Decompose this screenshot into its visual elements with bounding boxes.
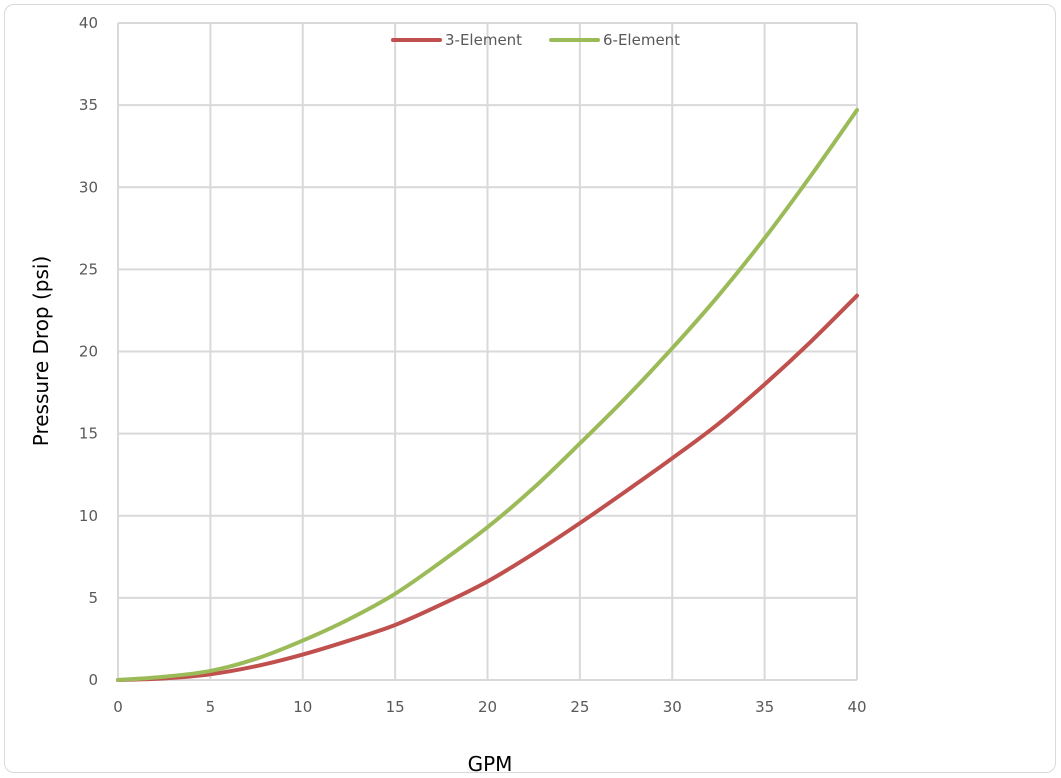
y-tick-label: 25 [79,260,98,278]
y-tick-label: 15 [79,425,98,443]
x-tick-label: 20 [478,698,497,716]
x-tick-label: 40 [847,698,866,716]
tick-labels: 0 5 10 15 20 25 30 35 40 0 5 10 15 20 25 30 35 40 [79,14,867,716]
y-tick-label: 5 [88,589,98,607]
x-axis-title: GPM [468,752,513,776]
legend: 3-Element 6-Element [391,31,680,49]
x-tick-label: 15 [386,698,405,716]
y-tick-label: 40 [79,14,98,32]
y-tick-label: 10 [79,507,98,525]
gridlines [117,22,858,681]
y-tick-label: 20 [79,343,98,361]
series-lines [116,108,859,682]
y-tick-label: 35 [79,96,98,114]
x-tick-label: 5 [206,698,216,716]
x-tick-label: 0 [113,698,123,716]
x-tick-label: 10 [293,698,312,716]
y-axis-title: Pressure Drop (psi) [29,256,53,447]
legend-label: 6-Element [603,31,680,49]
y-tick-label: 30 [79,178,98,196]
x-tick-label: 25 [570,698,589,716]
y-tick-label: 0 [88,671,98,689]
chart-area [4,4,1056,773]
x-tick-label: 30 [663,698,682,716]
x-tick-label: 35 [755,698,774,716]
series-line-6-element [116,108,859,682]
series-line-3-element [116,293,859,682]
legend-label: 3-Element [445,31,522,49]
